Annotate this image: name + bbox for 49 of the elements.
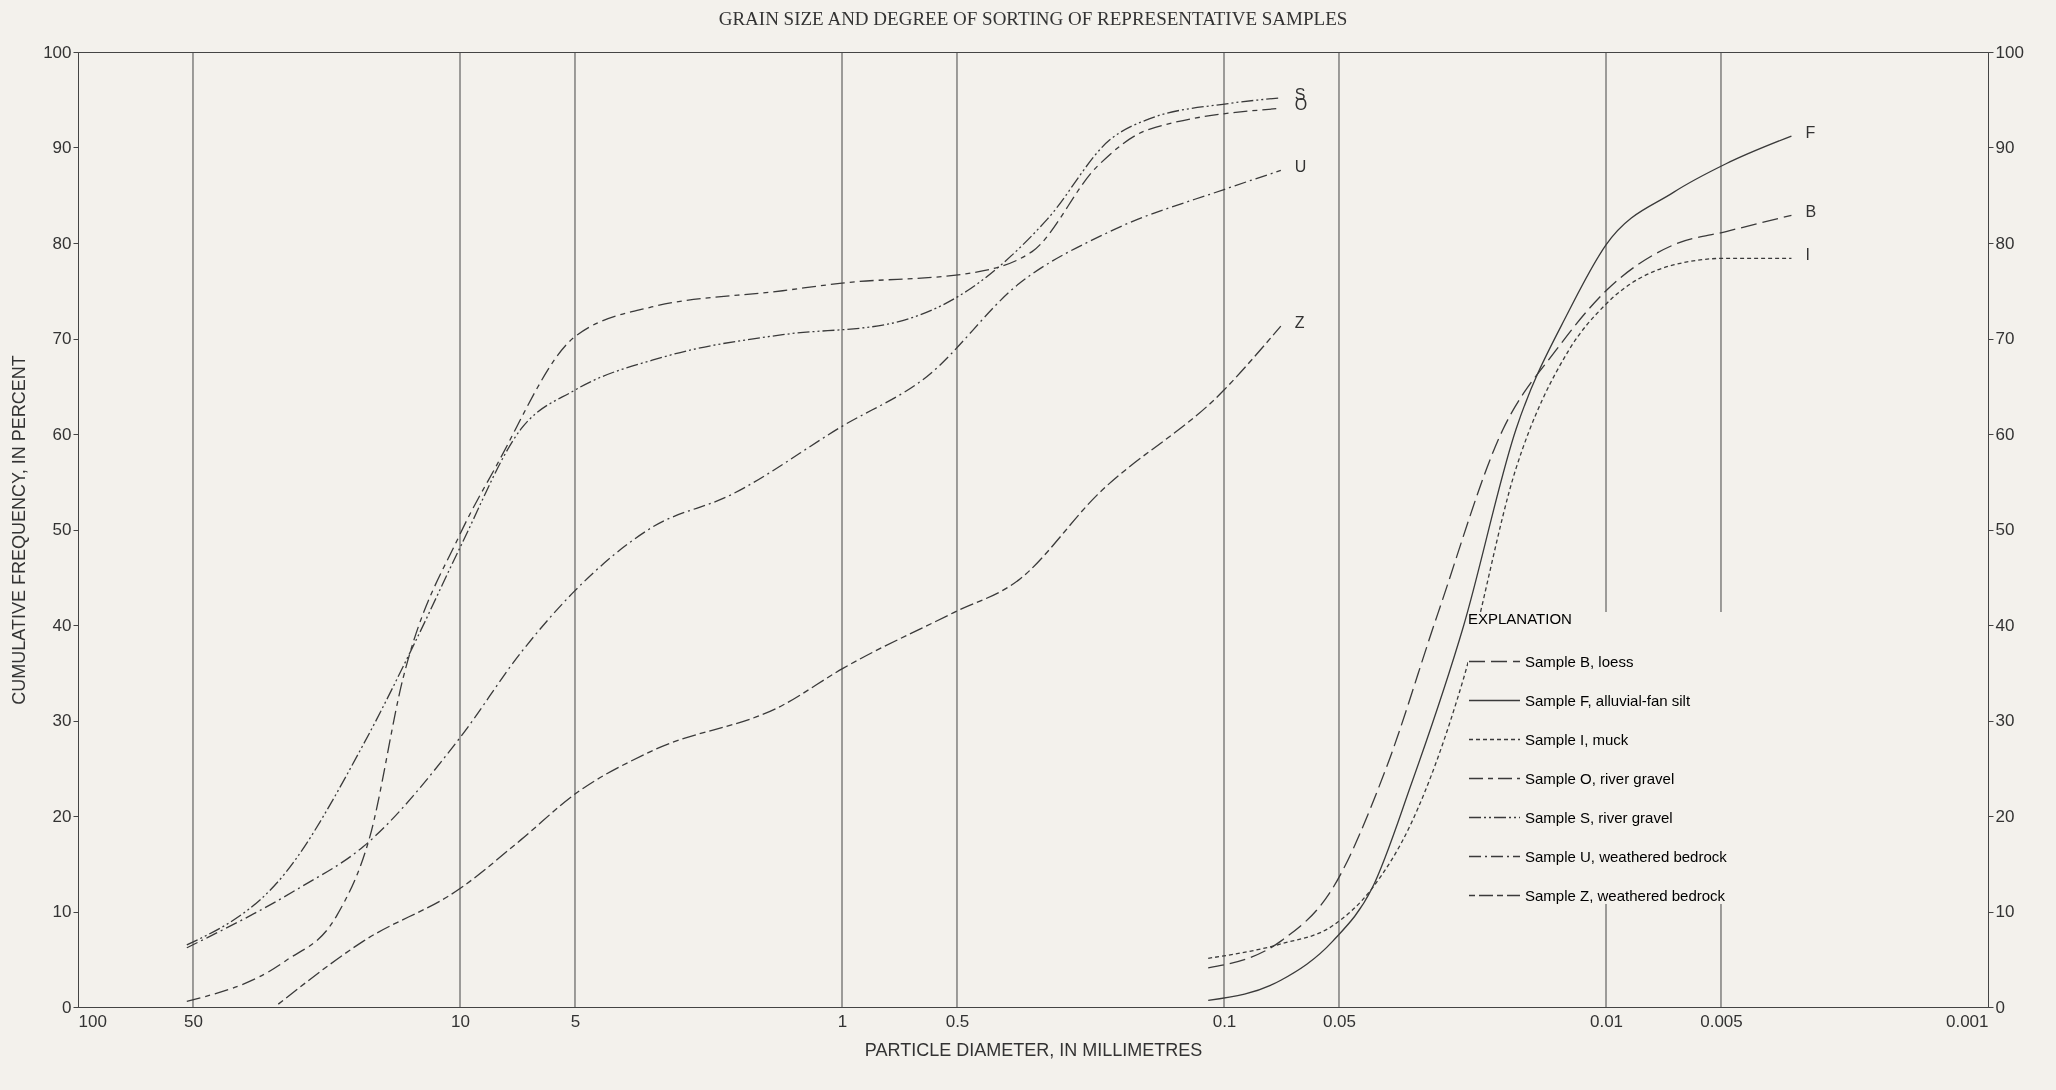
x-tick-label: 0.01 [1589, 1011, 1624, 1031]
annotation: U [1294, 158, 1307, 176]
x-tick-label: 0.005 [1700, 1011, 1743, 1031]
x-tick-label: 0.1 [1212, 1011, 1237, 1031]
y-tick-label: 20 [52, 806, 72, 826]
y-tick-label: 40 [52, 615, 72, 635]
x-tick-label: 0.5 [945, 1011, 970, 1031]
legend-label: Sample O, river gravel [1525, 769, 1675, 787]
legend-label: Sample F, alluvial-fan silt [1525, 691, 1691, 709]
x-tick-label: 0.001 [1945, 1011, 1989, 1031]
x-tick-label: 100 [78, 1011, 107, 1031]
y2-tick-label: 30 [1995, 711, 2015, 730]
annotation: F [1805, 124, 1816, 142]
y2-tick-label: 90 [1995, 138, 2015, 157]
y-tick-label: 70 [52, 329, 72, 348]
y2-tick-label: 0 [1995, 997, 2005, 1017]
y-tick-label: 30 [52, 711, 72, 730]
y-tick-label: 100 [43, 42, 72, 62]
legend-title: EXPLANATION [1468, 610, 1572, 627]
x-axis-title: PARTICLE DIAMETER, IN MILLIMETRES [864, 1039, 1203, 1060]
legend-label: Sample I, muck [1525, 730, 1629, 748]
x-tick-label: 10 [451, 1011, 470, 1031]
y2-tick-label: 70 [1995, 329, 2015, 348]
legend-label: Sample U, weathered bedrock [1525, 847, 1728, 865]
y2-tick-label: 60 [1995, 424, 2015, 444]
y2-tick-label: 100 [1995, 42, 2024, 62]
x-tick-label: 50 [184, 1011, 203, 1031]
legend-label: Sample B, loess [1525, 652, 1634, 670]
y-tick-label: 80 [52, 233, 72, 253]
annotation: B [1805, 203, 1817, 221]
x-tick-label: 5 [570, 1011, 581, 1031]
legend-label: Sample Z, weathered bedrock [1525, 886, 1726, 904]
y-tick-label: 90 [52, 138, 72, 157]
y-tick-label: 60 [52, 424, 72, 444]
annotation: Z [1294, 314, 1305, 332]
x-tick-label: 1 [837, 1011, 848, 1031]
chart-title: GRAIN SIZE AND DEGREE OF SORTING OF REPRESENTATIVE SAMPLES [718, 8, 1348, 29]
y2-tick-label: 50 [1995, 520, 2015, 539]
y-tick-label: 0 [62, 997, 72, 1017]
y-tick-label: 10 [52, 902, 72, 921]
x-tick-label: 0.05 [1322, 1011, 1357, 1031]
y2-tick-label: 40 [1995, 615, 2015, 635]
y2-tick-label: 20 [1995, 806, 2015, 826]
y-tick-label: 50 [52, 520, 72, 539]
legend-label: Sample S, river gravel [1525, 808, 1673, 826]
y2-tick-label: 80 [1995, 233, 2015, 253]
y-axis-title: CUMULATIVE FREQUENCY, IN PERCENT [9, 355, 30, 705]
annotation: I [1805, 246, 1810, 264]
y2-tick-label: 10 [1995, 902, 2015, 921]
